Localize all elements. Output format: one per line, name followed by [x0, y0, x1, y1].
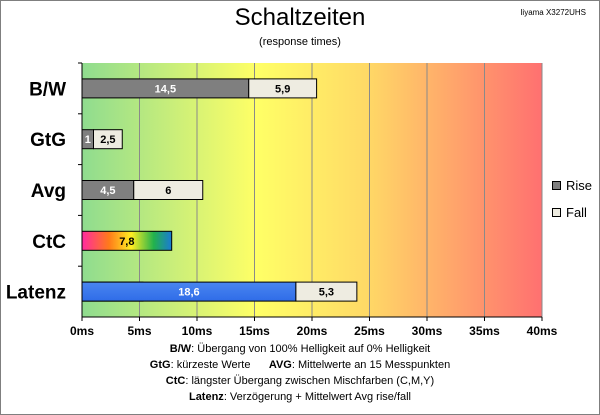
bar-label-rise: 1	[85, 134, 91, 146]
x-tick-label: 0ms	[70, 324, 94, 338]
bar-label-fall: 2,5	[100, 134, 115, 146]
note-ctc: CtC: längster Übergang zwischen Mischfar…	[165, 375, 435, 387]
bar-ctc	[81, 230, 173, 251]
x-tick-label: 20ms	[297, 324, 328, 338]
category-label: Latenz	[6, 283, 66, 304]
x-tick-label: 25ms	[354, 324, 385, 338]
bar-fall	[295, 281, 358, 302]
category-label: GtG	[30, 130, 66, 151]
chart-title: Schaltzeiten	[234, 4, 366, 31]
bar-fall	[133, 180, 204, 200]
bar-fall	[93, 129, 123, 150]
legend-label-fall: Fall	[566, 205, 587, 220]
x-tick-label: 35ms	[469, 324, 500, 338]
x-tick-label: 40ms	[527, 324, 558, 338]
note-latenz: Latenz: Verzögerung + Mittelwert Avg ris…	[188, 391, 412, 403]
bar-label-ctc: 7,8	[119, 236, 134, 248]
chart-subtitle: (response times)	[259, 36, 341, 48]
monitor-model: Iiyama X3272UHS	[520, 8, 586, 17]
x-tick-label: 15ms	[239, 324, 270, 338]
bar-label-rise: 14,5	[155, 83, 176, 95]
category-label: Avg	[31, 181, 66, 202]
bar-label-fall: 5,9	[275, 83, 290, 95]
bar-label-latenz: 18,6	[178, 287, 199, 299]
legend-label-rise: Rise	[566, 178, 593, 193]
bar-label-rise: 4,5	[100, 185, 115, 197]
note-bw: B/W: Übergang von 100% Helligkeit auf 0%…	[169, 343, 431, 355]
x-tick-label: 5ms	[127, 324, 151, 338]
note-gtg-avg: GtG: kürzeste Werte AVG: Mittelwerte an …	[149, 359, 451, 371]
x-tick-label: 30ms	[412, 324, 443, 338]
bar-fall	[248, 78, 318, 99]
category-label: B/W	[29, 79, 66, 100]
legend-swatch-fall	[552, 208, 561, 217]
legend-swatch-rise	[552, 181, 561, 190]
bar-label-fall: 6	[165, 185, 171, 197]
chart-notes: B/W: Übergang von 100% Helligkeit auf 0%…	[0, 341, 600, 405]
category-label: CtC	[32, 232, 66, 253]
bar-label-fall: 5,3	[319, 287, 334, 299]
x-tick-label: 10ms	[182, 324, 213, 338]
